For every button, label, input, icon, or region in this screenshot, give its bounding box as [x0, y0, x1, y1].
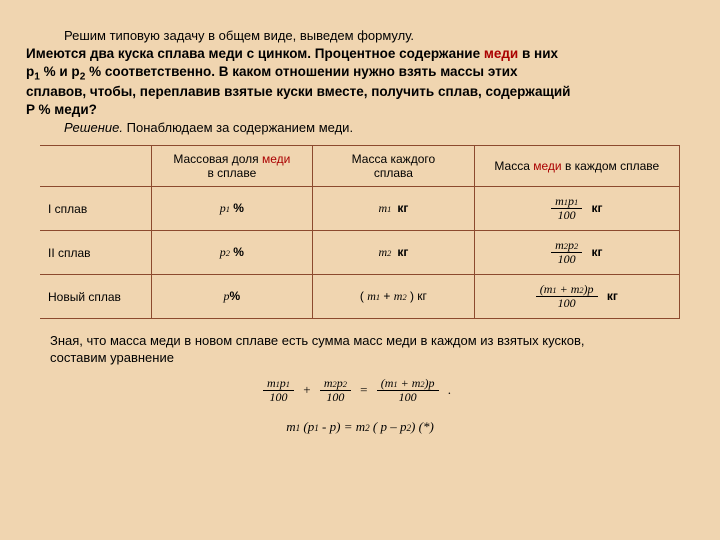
alloy-table: Массовая доля медив сплаве Масса каждого… [40, 145, 680, 319]
table-row: Новый сплав p% ( m1 + m2 ) кг (m1 + m2)p… [40, 275, 680, 319]
equation-2: m1 (p1 - p) = m2 ( p – p2) (*) [22, 419, 698, 435]
header-mass-each: Масса каждогосплава [313, 146, 474, 187]
row1-label: I сплав [40, 187, 151, 231]
row3-copper: (m1 + m2)p 100 кг [474, 275, 679, 319]
row2-label: II сплав [40, 231, 151, 275]
after-text: Зная, что масса меди в новом сплаве есть… [50, 333, 678, 367]
solution-label: Решение. Понаблюдаем за содержанием меди… [64, 120, 698, 135]
problem-statement: Имеются два куска сплава меди с цинком. … [26, 45, 698, 118]
table-row: I сплав p1 % m1кг m1p1 100 кг [40, 187, 680, 231]
row3-label: Новый сплав [40, 275, 151, 319]
table-header: Массовая доля медив сплаве Масса каждого… [40, 146, 680, 187]
header-mass-fraction: Массовая доля медив сплаве [151, 146, 313, 187]
row1-fraction: p1 % [151, 187, 313, 231]
row2-copper: m2p2 100 кг [474, 231, 679, 275]
header-mass-copper: Масса меди в каждом сплаве [474, 146, 679, 187]
row3-fraction: p% [151, 275, 313, 319]
row2-fraction: p2 % [151, 231, 313, 275]
row1-mass: m1кг [313, 187, 474, 231]
row2-mass: m2кг [313, 231, 474, 275]
equation-1: m1p1 100 + m2p2 100 = (m1 + m2)p 100 . [22, 377, 698, 404]
intro-text: Решим типовую задачу в общем виде, вывед… [64, 28, 698, 43]
row1-copper: m1p1 100 кг [474, 187, 679, 231]
row3-mass: ( m1 + m2 ) кг [313, 275, 474, 319]
header-empty [40, 146, 151, 187]
table-row: II сплав p2 % m2кг m2p2 100 кг [40, 231, 680, 275]
